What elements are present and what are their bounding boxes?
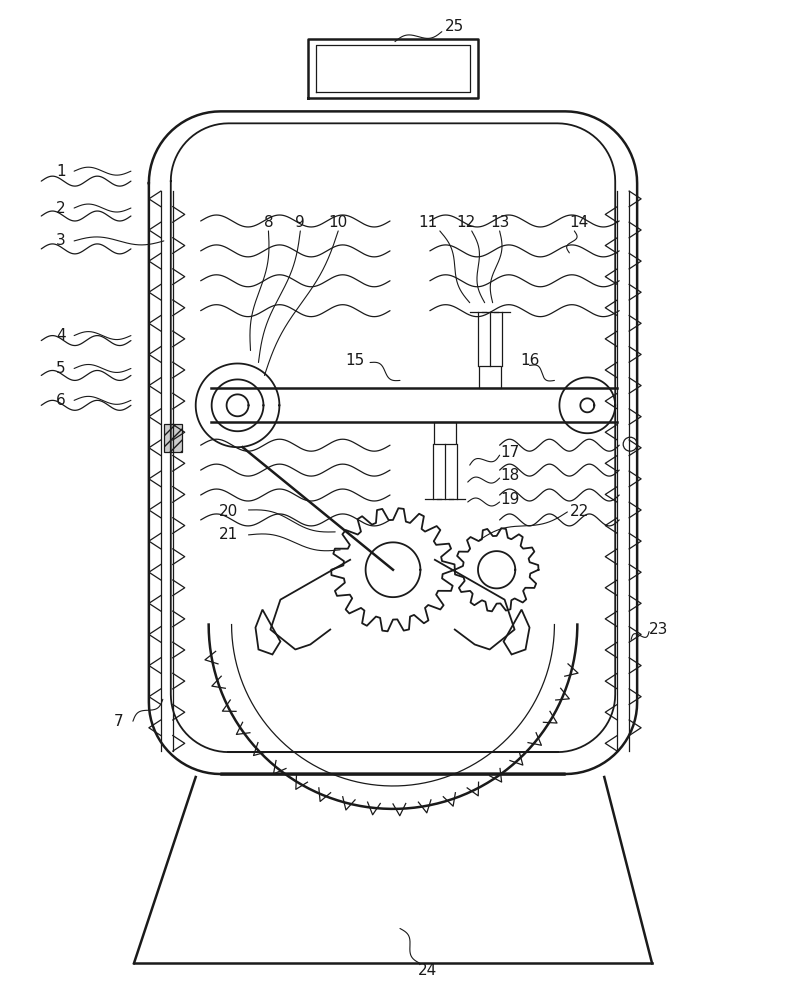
Text: 16: 16 — [520, 353, 539, 368]
Text: 20: 20 — [219, 504, 238, 519]
Text: 7: 7 — [114, 714, 123, 729]
Text: 24: 24 — [418, 963, 438, 978]
Text: 4: 4 — [57, 328, 66, 343]
Text: 18: 18 — [500, 468, 520, 483]
Text: 23: 23 — [649, 622, 669, 637]
Polygon shape — [255, 610, 281, 654]
Text: 11: 11 — [418, 215, 438, 230]
Text: 12: 12 — [456, 215, 476, 230]
Text: 25: 25 — [445, 19, 465, 34]
Text: 6: 6 — [57, 393, 66, 408]
Text: 13: 13 — [490, 215, 509, 230]
Text: 10: 10 — [329, 215, 348, 230]
Text: 19: 19 — [500, 492, 520, 508]
Text: 9: 9 — [296, 215, 305, 230]
Text: 15: 15 — [346, 353, 365, 368]
Bar — [479, 366, 501, 388]
Text: 3: 3 — [57, 233, 66, 248]
Text: 8: 8 — [263, 215, 274, 230]
Text: 21: 21 — [219, 527, 238, 542]
Text: 17: 17 — [500, 445, 520, 460]
Text: 14: 14 — [570, 215, 589, 230]
Text: 22: 22 — [570, 504, 589, 519]
Polygon shape — [504, 610, 530, 654]
Text: 5: 5 — [57, 361, 66, 376]
Text: 2: 2 — [57, 201, 66, 216]
Bar — [163, 424, 182, 452]
Bar — [434, 422, 456, 444]
Text: 1: 1 — [57, 164, 66, 179]
